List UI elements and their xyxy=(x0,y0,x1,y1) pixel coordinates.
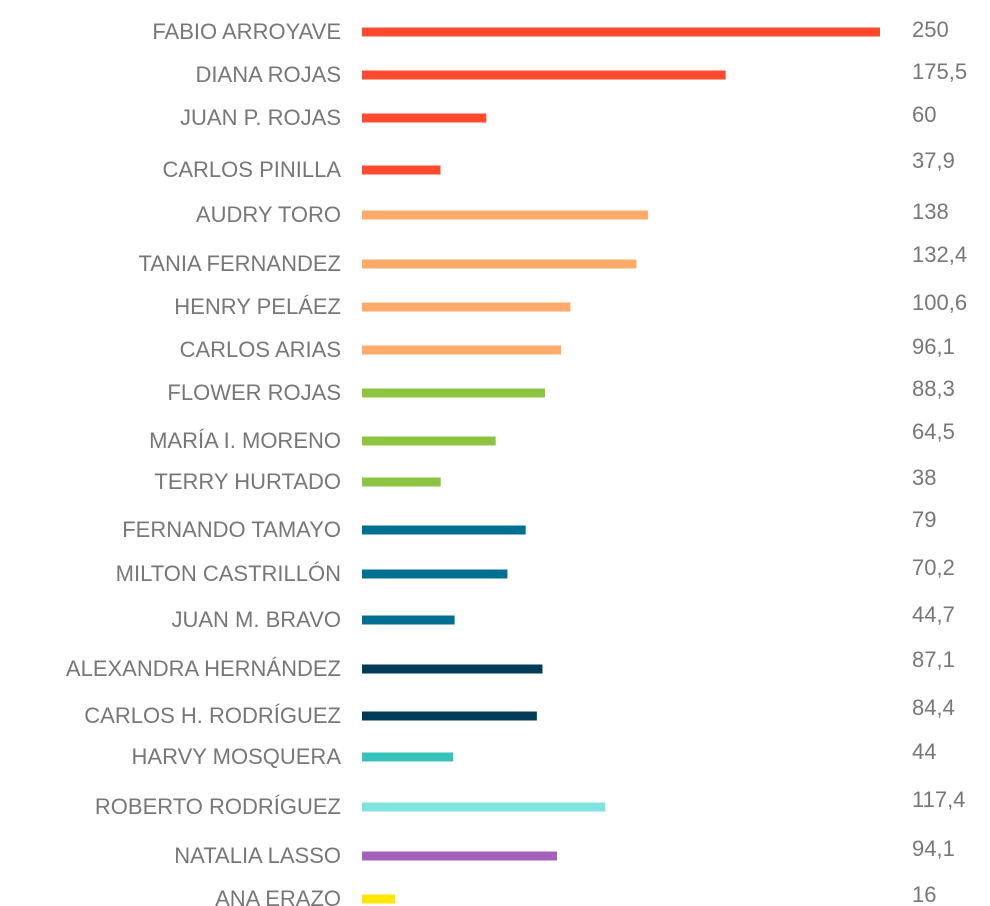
bar xyxy=(362,477,441,487)
bar xyxy=(362,894,396,904)
category-label: ALEXANDRA HERNÁNDEZ xyxy=(66,656,341,681)
value-label: 132,4 xyxy=(912,242,967,267)
category-label: JUAN P. ROJAS xyxy=(180,105,341,130)
value-label: 117,4 xyxy=(912,787,965,812)
bar xyxy=(362,525,526,535)
category-label: CARLOS H. RODRÍGUEZ xyxy=(84,703,341,728)
bar xyxy=(362,345,562,355)
bar xyxy=(362,165,441,175)
category-label: NATALIA LASSO xyxy=(174,843,341,868)
value-label: 138 xyxy=(912,199,949,224)
bar xyxy=(362,302,571,312)
value-label: 44,7 xyxy=(912,602,955,627)
value-label: 96,1 xyxy=(912,334,955,359)
bar xyxy=(362,664,543,674)
bar xyxy=(362,259,637,269)
bar xyxy=(362,615,455,625)
value-label: 175,5 xyxy=(912,59,967,84)
category-label: CARLOS PINILLA xyxy=(162,157,341,182)
bar xyxy=(362,752,454,762)
bar xyxy=(362,711,537,721)
bar xyxy=(362,27,880,37)
category-label: MARÍA I. MORENO xyxy=(149,428,341,453)
bar xyxy=(362,436,496,446)
category-label: HENRY PELÁEZ xyxy=(174,294,341,319)
bar xyxy=(362,851,557,861)
bar xyxy=(362,113,487,123)
value-label: 88,3 xyxy=(912,376,955,401)
category-label: DIANA ROJAS xyxy=(196,62,341,87)
category-label: ANA ERAZO xyxy=(215,886,341,906)
category-label: FLOWER ROJAS xyxy=(167,380,341,405)
bar xyxy=(362,70,726,80)
value-label: 79 xyxy=(912,507,936,532)
value-label: 250 xyxy=(912,17,949,42)
category-label: HARVY MOSQUERA xyxy=(132,744,342,769)
bar xyxy=(362,388,545,398)
category-label: AUDRY TORO xyxy=(196,202,341,227)
value-label: 60 xyxy=(912,102,936,127)
bar xyxy=(362,210,648,220)
category-label: FERNANDO TAMAYO xyxy=(122,517,341,542)
value-label: 94,1 xyxy=(912,836,955,861)
value-label: 16 xyxy=(912,882,936,906)
value-label: 87,1 xyxy=(912,647,955,672)
value-label: 84,4 xyxy=(912,695,955,720)
value-label: 37,9 xyxy=(912,148,955,173)
bar xyxy=(362,569,508,579)
category-label: ROBERTO RODRÍGUEZ xyxy=(95,794,341,819)
category-label: TANIA FERNANDEZ xyxy=(138,251,341,276)
category-label: JUAN M. BRAVO xyxy=(171,607,341,632)
bar xyxy=(362,802,606,812)
value-label: 100,6 xyxy=(912,290,967,315)
value-label: 70,2 xyxy=(912,555,955,580)
category-label: TERRY HURTADO xyxy=(154,469,341,494)
value-label: 64,5 xyxy=(912,419,955,444)
category-label: MILTON CASTRILLÓN xyxy=(116,561,341,586)
category-label: FABIO ARROYAVE xyxy=(152,19,341,44)
category-label: CARLOS ARIAS xyxy=(180,337,341,362)
value-label: 38 xyxy=(912,465,936,490)
value-label: 44 xyxy=(912,739,936,764)
